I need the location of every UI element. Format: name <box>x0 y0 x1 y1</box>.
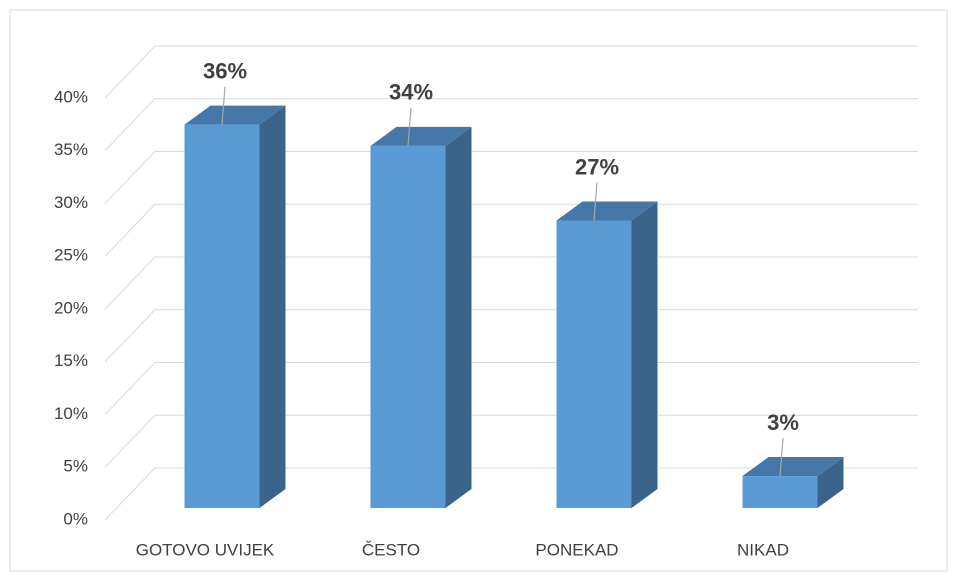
y-tick-label: 25% <box>54 246 88 265</box>
grid-line <box>104 45 918 99</box>
x-tick-label: NIKAD <box>737 540 789 559</box>
leader-line <box>221 86 226 125</box>
y-tick-label: 10% <box>54 404 88 423</box>
grid-line <box>104 309 918 363</box>
bar-top <box>184 105 286 125</box>
y-tick-label: 15% <box>54 351 88 370</box>
grid-line <box>104 414 918 468</box>
bar <box>556 220 632 508</box>
leader-line <box>779 438 784 477</box>
leader-line <box>593 182 598 221</box>
y-tick-label: 0% <box>63 509 88 528</box>
bar-side <box>445 126 472 509</box>
bar-side <box>259 105 286 508</box>
bar-side <box>817 457 844 508</box>
y-tick-label: 30% <box>54 193 88 212</box>
data-label: 36% <box>203 58 247 83</box>
y-tick-label: 5% <box>63 457 88 476</box>
bar <box>370 145 446 508</box>
grid-line <box>104 362 918 415</box>
bar <box>184 124 260 508</box>
data-label: 27% <box>575 154 619 179</box>
y-tick-label: 40% <box>54 87 88 106</box>
data-label: 3% <box>767 410 799 435</box>
y-tick-label: 35% <box>54 140 88 159</box>
bar-top <box>370 126 472 146</box>
bar-top <box>556 201 658 221</box>
y-tick-label: 20% <box>54 298 88 317</box>
grid-line <box>104 256 918 310</box>
bar <box>742 476 818 508</box>
bar-side <box>631 201 658 508</box>
x-tick-label: PONEKAD <box>535 540 618 559</box>
data-label: 34% <box>389 80 433 105</box>
x-tick-label: ČESTO <box>362 540 420 559</box>
grid-line <box>104 151 918 204</box>
bar-top <box>742 457 844 477</box>
grid-line <box>104 98 918 152</box>
grid-line <box>104 203 918 257</box>
leader-line <box>407 107 412 146</box>
x-tick-label: GOTOVO UVIJEK <box>136 540 275 559</box>
grid-line <box>104 467 918 521</box>
